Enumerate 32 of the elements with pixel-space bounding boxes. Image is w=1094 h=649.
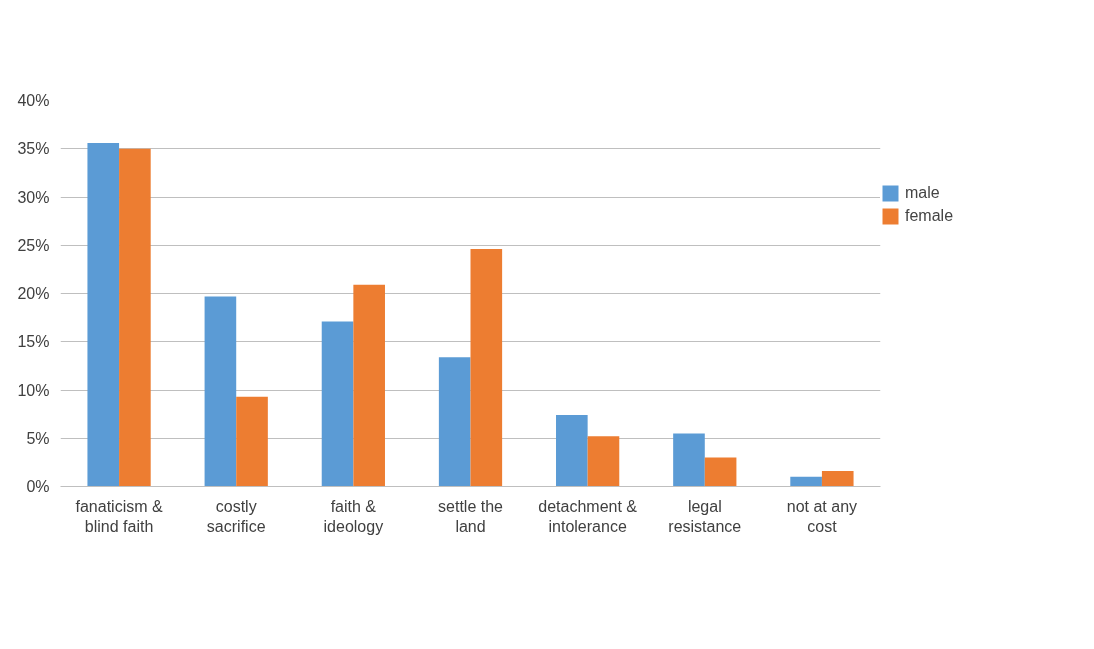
legend-label: male <box>905 184 940 202</box>
y-tick-label: 25% <box>17 236 50 254</box>
x-tick-label: not at any cost <box>786 497 858 535</box>
x-tick-label: settle the land <box>438 497 504 535</box>
x-tick-label: fanaticism & blind faith <box>75 497 163 535</box>
legend-label: female <box>905 207 954 225</box>
y-tick-label: 10% <box>17 381 50 399</box>
bar <box>790 476 822 487</box>
bar <box>587 436 620 487</box>
bar <box>704 457 737 487</box>
x-tick-label: costly sacrifice <box>206 497 266 535</box>
y-tick-label: 20% <box>17 285 50 302</box>
bar <box>470 249 503 487</box>
y-tick-label: 0% <box>26 478 50 495</box>
x-tick-label: faith & ideology <box>323 497 384 535</box>
bar <box>673 433 705 487</box>
bar <box>119 148 151 487</box>
bar <box>821 471 854 487</box>
bar <box>556 415 588 487</box>
bar <box>236 396 268 487</box>
x-tick-label: legal resistance <box>668 497 742 535</box>
bar <box>87 142 120 487</box>
y-tick-label: 15% <box>17 333 50 351</box>
y-tick-label: 35% <box>17 140 50 158</box>
bar <box>321 321 354 487</box>
bar <box>438 357 471 487</box>
y-tick-label: 40% <box>17 92 50 109</box>
y-tick-label: 5% <box>26 429 50 447</box>
bar <box>204 296 237 487</box>
x-tick-label: detachment & intolerance <box>538 497 638 535</box>
y-tick-label: 30% <box>17 188 50 206</box>
bar <box>353 284 385 487</box>
